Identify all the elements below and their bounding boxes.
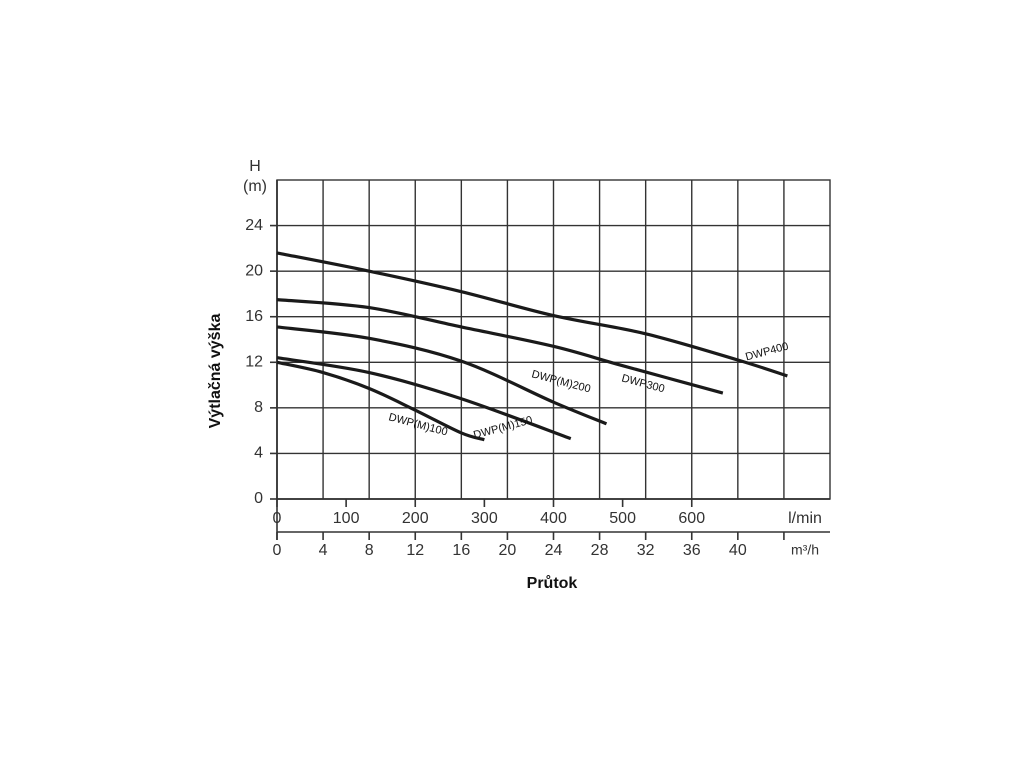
x2-axis-unit: l/min bbox=[788, 510, 822, 527]
curve-label: DWP(M)100 bbox=[387, 411, 449, 438]
y-axis-symbol: H bbox=[249, 158, 261, 175]
x2-tick-label: 200 bbox=[402, 510, 429, 527]
x2-tick-label: 300 bbox=[471, 510, 498, 527]
y-axis-unit: (m) bbox=[243, 178, 267, 195]
pump-curve bbox=[276, 325, 608, 426]
y-tick-label: 20 bbox=[245, 262, 263, 279]
x2-tick-label: 0 bbox=[273, 510, 282, 527]
x-tick-label: 28 bbox=[591, 542, 609, 559]
y-tick-label: 16 bbox=[245, 308, 263, 325]
x-tick-label: 4 bbox=[319, 542, 328, 559]
y-tick-label: 24 bbox=[245, 217, 263, 234]
x-tick-label: 16 bbox=[452, 542, 470, 559]
pump-curve bbox=[276, 360, 485, 442]
y-axis-title: Výtlačná výška bbox=[207, 314, 224, 429]
y-tick-label: 12 bbox=[245, 354, 263, 371]
y-tick-label: 8 bbox=[254, 399, 263, 416]
pump-curve bbox=[276, 251, 788, 378]
pump-curve bbox=[276, 298, 724, 395]
x-tick-label: 40 bbox=[729, 542, 747, 559]
x-tick-label: 24 bbox=[545, 542, 563, 559]
x-axis-title: Průtok bbox=[527, 575, 578, 592]
x2-tick-label: 600 bbox=[678, 510, 705, 527]
x-tick-label: 0 bbox=[273, 542, 282, 559]
x2-tick-label: 100 bbox=[333, 510, 360, 527]
x-tick-label: 8 bbox=[365, 542, 374, 559]
x-tick-label: 32 bbox=[637, 542, 655, 559]
x-tick-label: 12 bbox=[406, 542, 424, 559]
x-tick-label: 36 bbox=[683, 542, 701, 559]
x2-tick-label: 400 bbox=[540, 510, 567, 527]
x-tick-label: 20 bbox=[499, 542, 517, 559]
pump-curve bbox=[276, 356, 572, 441]
x2-tick-label: 500 bbox=[609, 510, 636, 527]
curve-label: DWP400 bbox=[744, 340, 790, 363]
curve-label: DWP(M)200 bbox=[530, 368, 592, 395]
x-axis-unit: m³/h bbox=[791, 542, 819, 558]
y-tick-label: 4 bbox=[254, 445, 263, 462]
y-tick-label: 0 bbox=[254, 490, 263, 507]
